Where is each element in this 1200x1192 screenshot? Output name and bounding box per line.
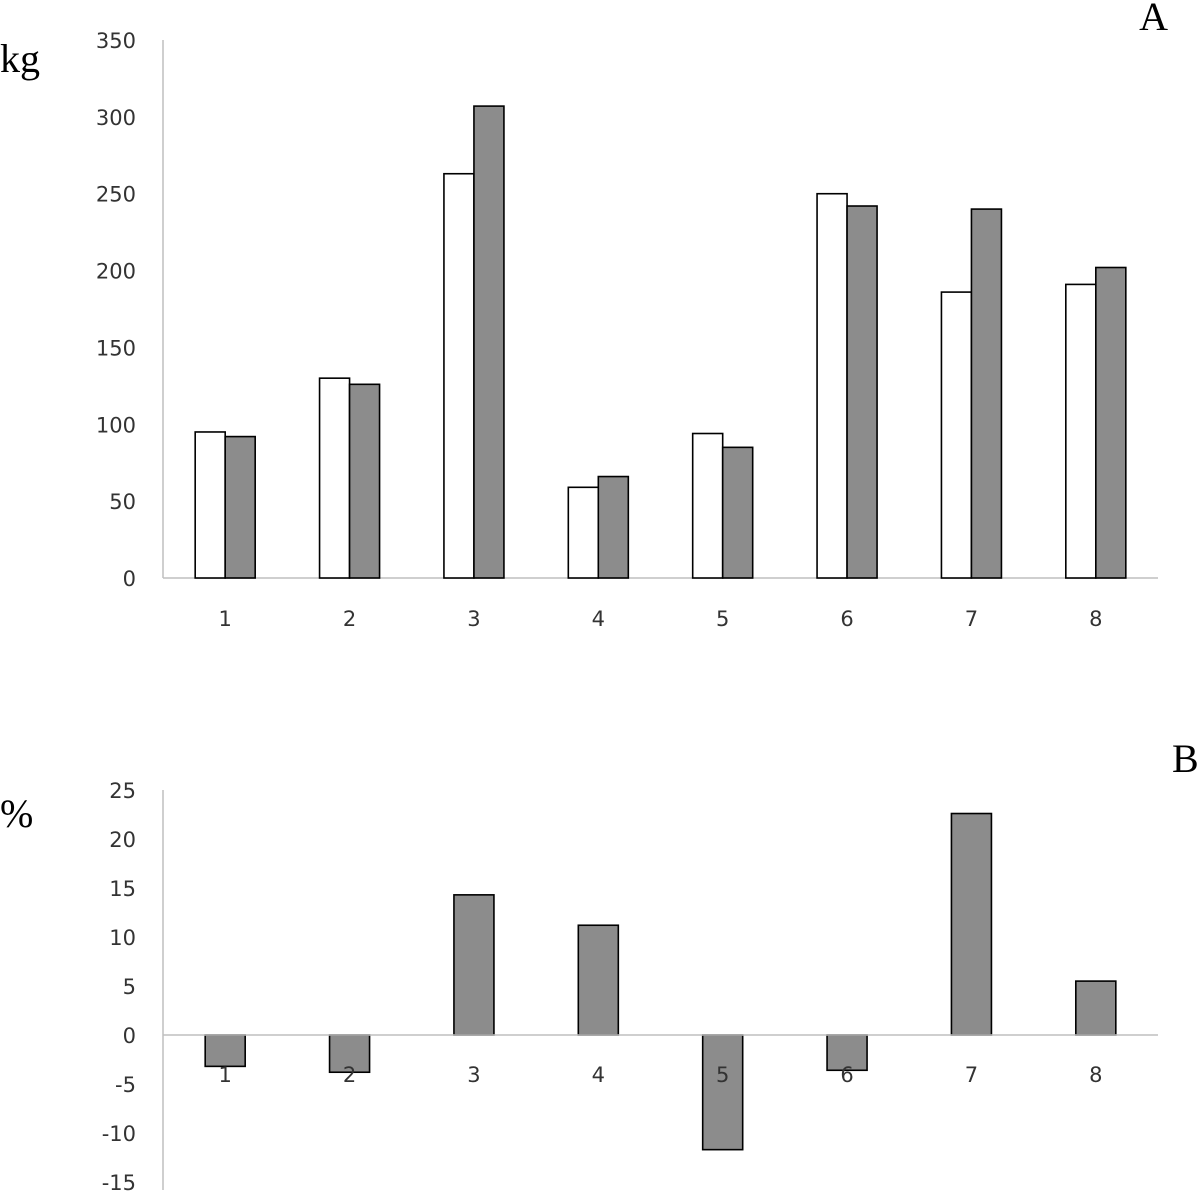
- bar-b-series1-cat2: [328, 1034, 371, 1074]
- bar-b-series1-cat5: [701, 1034, 744, 1151]
- bar-a-series1-cat4: [567, 486, 600, 579]
- y-tick-label-b: -10: [102, 1122, 136, 1146]
- bar-b-series1-cat1: [204, 1034, 246, 1068]
- x-tick-label-a: 5: [716, 607, 729, 631]
- y-unit-label-b: %: [0, 791, 33, 836]
- y-tick-label-a: 350: [96, 29, 136, 53]
- x-tick-label-a: 7: [965, 607, 978, 631]
- bar-a-series2-cat1: [224, 435, 256, 579]
- panel-letter-b: B: [1172, 736, 1199, 781]
- x-tick-label-a: 6: [840, 607, 853, 631]
- y-tick-label-b: 0: [123, 1024, 136, 1048]
- bar-b-series1-cat8: [1075, 980, 1117, 1036]
- x-tick-label-a: 2: [343, 607, 356, 631]
- bar-a-series1-cat2: [318, 377, 351, 579]
- bar-a-series1-cat3: [443, 172, 475, 579]
- y-tick-label-a: 200: [96, 260, 136, 284]
- bars-b: [204, 812, 1117, 1151]
- y-ticks-b: -15 -10 -5 0 5 10 15 20 25: [102, 779, 136, 1192]
- x-ticks-a: 1 2 3 4 5 6 7 8: [219, 607, 1103, 631]
- x-tick-label-a: 4: [592, 607, 605, 631]
- x-tick-label-b: 1: [219, 1063, 232, 1087]
- x-tick-label-b: 8: [1089, 1063, 1102, 1087]
- chart-panel-a: A kg 0 50 100 150 200 250 300 350 1 2 3 4 5 6 7 8: [0, 0, 1168, 631]
- chart-panel-b: B % -15 -10 -5 0 5 10 15 20 25 1 2 3 4 5 6 7 8: [0, 736, 1199, 1192]
- x-tick-label-b: 7: [965, 1063, 978, 1087]
- x-ticks-b: 1 2 3 4 5 6 7 8: [219, 1063, 1103, 1087]
- y-tick-label-b: 20: [109, 828, 136, 852]
- y-tick-label-b: -15: [102, 1171, 136, 1192]
- bar-a-series1-cat6: [816, 192, 848, 579]
- bar-b-series1-cat4: [577, 924, 620, 1036]
- y-tick-label-b: -5: [115, 1073, 136, 1097]
- y-tick-label-b: 10: [109, 926, 136, 950]
- x-tick-label-b: 4: [592, 1063, 605, 1087]
- bar-a-series2-cat7: [970, 208, 1003, 579]
- bar-a-series2-cat5: [721, 446, 754, 579]
- y-tick-label-a: 50: [109, 490, 136, 514]
- bar-b-series1-cat7: [950, 812, 993, 1036]
- bar-a-series1-cat5: [691, 432, 724, 579]
- panel-letter-a: A: [1139, 0, 1168, 39]
- y-ticks-a: 0 50 100 150 200 250 300 350: [96, 29, 136, 591]
- bar-b-series1-cat3: [453, 894, 495, 1036]
- bar-a-series2-cat4: [597, 475, 630, 579]
- x-tick-label-b: 3: [467, 1063, 480, 1087]
- bar-a-series1-cat7: [940, 291, 973, 579]
- y-tick-label-a: 250: [96, 183, 136, 207]
- x-tick-label-b: 6: [840, 1063, 853, 1087]
- bar-a-series2-cat6: [846, 205, 878, 579]
- x-tick-label-a: 8: [1089, 607, 1102, 631]
- y-tick-label-a: 300: [96, 106, 136, 130]
- bar-a-series1-cat8: [1065, 283, 1097, 579]
- y-tick-label-a: 0: [123, 567, 136, 591]
- bar-a-series1-cat1: [194, 431, 226, 579]
- y-tick-label-a: 100: [96, 413, 136, 437]
- x-tick-label-a: 3: [467, 607, 480, 631]
- x-tick-label-b: 2: [343, 1063, 356, 1087]
- y-tick-label-b: 25: [109, 779, 136, 803]
- x-tick-label-a: 1: [219, 607, 232, 631]
- y-tick-label-a: 150: [96, 336, 136, 360]
- bar-a-series2-cat8: [1095, 266, 1127, 579]
- y-unit-label-a: kg: [0, 36, 40, 81]
- bars-a: [194, 105, 1127, 579]
- y-tick-label-b: 15: [109, 877, 136, 901]
- y-tick-label-b: 5: [123, 975, 136, 999]
- bar-a-series2-cat3: [473, 105, 505, 579]
- x-tick-label-b: 5: [716, 1063, 729, 1087]
- bar-a-series2-cat2: [348, 383, 381, 579]
